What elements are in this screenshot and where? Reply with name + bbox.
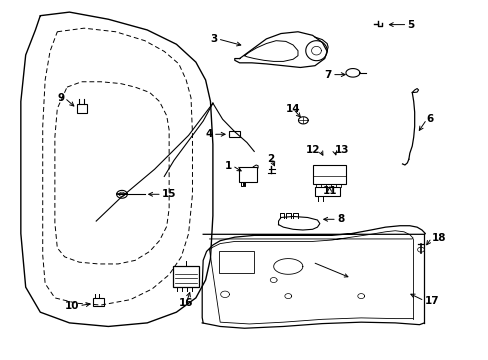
Text: 5: 5 xyxy=(407,19,414,30)
Text: 17: 17 xyxy=(424,296,438,306)
Text: 11: 11 xyxy=(322,186,336,196)
Text: 2: 2 xyxy=(267,154,274,163)
Text: 3: 3 xyxy=(210,34,217,44)
Text: 16: 16 xyxy=(179,298,193,308)
Text: 1: 1 xyxy=(224,161,232,171)
Text: 7: 7 xyxy=(324,69,331,80)
Bar xyxy=(314,187,340,196)
Bar xyxy=(77,104,87,113)
Bar xyxy=(219,251,254,273)
Bar xyxy=(238,167,257,182)
Text: 14: 14 xyxy=(285,104,300,113)
Text: 18: 18 xyxy=(431,233,445,243)
Text: 9: 9 xyxy=(58,93,64,103)
Bar xyxy=(93,298,104,306)
Bar xyxy=(312,165,345,184)
Text: 13: 13 xyxy=(334,145,348,155)
Text: 12: 12 xyxy=(305,145,319,155)
Text: 4: 4 xyxy=(205,129,212,139)
Bar xyxy=(172,266,199,287)
Text: 15: 15 xyxy=(162,189,176,199)
Text: 10: 10 xyxy=(64,301,79,311)
Text: 8: 8 xyxy=(336,214,344,224)
Text: 6: 6 xyxy=(426,114,433,124)
